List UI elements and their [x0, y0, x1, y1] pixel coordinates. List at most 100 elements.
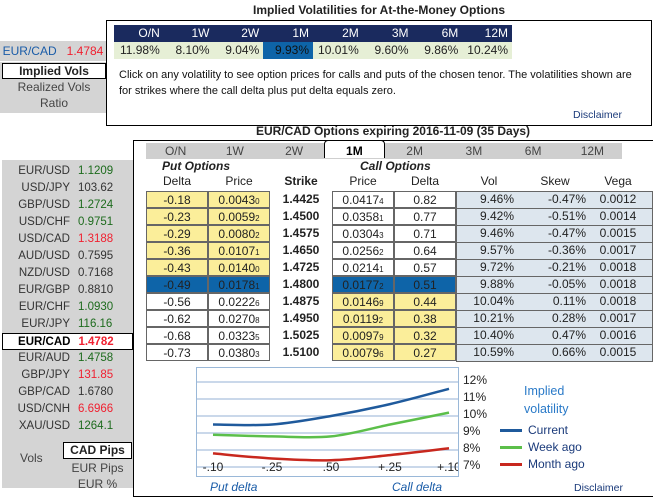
put-price-pip: 6: [255, 299, 260, 308]
put-price-cell[interactable]: 0.03803: [208, 344, 270, 361]
pair-row[interactable]: EUR/USD 1.1209: [2, 163, 133, 180]
put-price-cell[interactable]: 0.01400: [208, 259, 270, 276]
tab-2w[interactable]: 2W: [285, 144, 304, 158]
atm-vol-cell[interactable]: 10.24%: [467, 43, 508, 57]
call-price-cell[interactable]: 0.01772: [332, 276, 394, 293]
tab-2m[interactable]: 2M: [406, 144, 423, 158]
pair-row[interactable]: USD/JPY 103.62: [2, 180, 133, 197]
call-price-cell[interactable]: 0.00979: [332, 327, 394, 344]
call-price-pip: 9: [379, 299, 384, 308]
atm-vol-cell[interactable]: 9.86%: [424, 43, 459, 57]
y-tick-label: 8%: [463, 441, 481, 455]
tab-1w[interactable]: 1W: [225, 144, 244, 158]
call-delta-cell[interactable]: 0.57: [394, 259, 456, 276]
call-delta-cell[interactable]: 0.44: [394, 293, 456, 310]
menu-implied-vols[interactable]: Implied Vols: [2, 63, 106, 79]
call-price-cell[interactable]: 0.03043: [332, 225, 394, 242]
call-delta-cell[interactable]: 0.27: [394, 344, 456, 361]
pair-row[interactable]: GBP/USD 1.2724: [2, 197, 133, 214]
tab-12m[interactable]: 12M: [580, 144, 605, 158]
pair-row[interactable]: EUR/GBP 0.8810: [2, 282, 133, 299]
row-divider: [456, 259, 653, 276]
pair-row[interactable]: USD/CHF 0.9751: [2, 214, 133, 231]
call-delta-cell[interactable]: 0.64: [394, 242, 456, 259]
pair-row[interactable]: EUR/AUD 1.4758: [2, 350, 133, 367]
call-price-cell[interactable]: 0.04174: [332, 191, 394, 208]
atm-vol-cell[interactable]: 11.98%: [119, 43, 160, 57]
vols-unit-eur-pips[interactable]: EUR Pips: [71, 461, 124, 475]
row-divider: [456, 225, 653, 242]
call-price-cell[interactable]: 0.01469: [332, 293, 394, 310]
pair-row[interactable]: USD/CAD 1.3188: [2, 231, 133, 248]
atm-vol-cell-selected[interactable]: 9.93%: [263, 42, 313, 59]
call-delta-cell[interactable]: 0.32: [394, 327, 456, 344]
pair-row[interactable]: XAU/USD 1264.1: [2, 418, 133, 435]
put-price-cell[interactable]: 0.03235: [208, 327, 270, 344]
legend-swatch: [500, 428, 522, 432]
atm-vol-cell[interactable]: 9.04%: [225, 43, 260, 57]
pair-row-selected[interactable]: EUR/CAD 1.4782: [2, 333, 133, 350]
call-price-cell[interactable]: 0.03581: [332, 208, 394, 225]
tab-1m[interactable]: 1M: [323, 140, 385, 158]
put-delta-cell[interactable]: -0.23: [146, 208, 208, 225]
put-delta-cell[interactable]: -0.29: [146, 225, 208, 242]
vols-unit-eur-pct[interactable]: EUR %: [77, 477, 118, 491]
pair-row[interactable]: GBP/JPY 131.85: [2, 367, 133, 384]
legend-label: Week ago: [528, 440, 582, 454]
put-delta-cell[interactable]: -0.49: [146, 276, 208, 293]
put-delta-cell[interactable]: -0.68: [146, 327, 208, 344]
skew-cell: -0.47%: [547, 226, 586, 240]
pair-rate: 1.4782: [78, 336, 114, 348]
tenor-header: O/N: [138, 26, 160, 40]
pair-rate: 0.9751: [78, 216, 114, 228]
put-price-cell[interactable]: 0.02226: [208, 293, 270, 310]
put-delta-cell[interactable]: -0.62: [146, 310, 208, 327]
call-delta-cell[interactable]: 0.38: [394, 310, 456, 327]
strike-cell: 1.5025: [282, 328, 320, 342]
pair-row[interactable]: NZD/USD 0.7168: [2, 265, 133, 282]
atm-vol-cell[interactable]: 8.10%: [175, 43, 210, 57]
put-delta-cell[interactable]: -0.36: [146, 242, 208, 259]
pair-row[interactable]: EUR/CHF 1.0930: [2, 299, 133, 316]
vol-cell: 9.72%: [479, 260, 514, 274]
put-price-cell[interactable]: 0.01781: [208, 276, 270, 293]
atm-vol-cell[interactable]: 9.60%: [374, 43, 409, 57]
call-price-cell[interactable]: 0.02141: [332, 259, 394, 276]
put-delta-cell[interactable]: -0.73: [146, 344, 208, 361]
x-tick-label: +.25: [378, 460, 402, 474]
tab-3m[interactable]: 3M: [465, 144, 483, 158]
skew-cell: -0.51%: [547, 209, 586, 223]
call-price-cell[interactable]: 0.02562: [332, 242, 394, 259]
put-delta-cell[interactable]: -0.56: [146, 293, 208, 310]
call-delta-cell[interactable]: 0.51: [394, 276, 456, 293]
put-price-cell[interactable]: 0.01071: [208, 242, 270, 259]
tab-6m[interactable]: 6M: [524, 144, 542, 158]
legend-item: Week ago: [500, 440, 582, 454]
menu-ratio[interactable]: Ratio: [39, 96, 68, 110]
disclaimer-link[interactable]: Disclaimer: [574, 482, 624, 494]
put-price-cell[interactable]: 0.00802: [208, 225, 270, 242]
vols-unit-cad-pips[interactable]: CAD Pips: [63, 442, 132, 459]
call-price-cell[interactable]: 0.01192: [332, 310, 394, 327]
vega-cell: 0.0015: [599, 226, 637, 240]
call-price-cell[interactable]: 0.00796: [332, 344, 394, 361]
put-delta-cell[interactable]: -0.43: [146, 259, 208, 276]
pair-row[interactable]: AUD/USD 0.7595: [2, 248, 133, 265]
pair-row[interactable]: GBP/CAD 1.6780: [2, 384, 133, 401]
put-price: 0.0059: [218, 210, 256, 224]
tenor-header: 2M: [342, 26, 359, 40]
call-delta-cell[interactable]: 0.71: [394, 225, 456, 242]
put-price-cell[interactable]: 0.00592: [208, 208, 270, 225]
pair-row[interactable]: EUR/JPY 116.16: [2, 316, 133, 333]
put-price-cell[interactable]: 0.02708: [208, 310, 270, 327]
disclaimer-link[interactable]: Disclaimer: [573, 109, 623, 121]
put-delta-cell[interactable]: -0.18: [146, 191, 208, 208]
pair-row[interactable]: USD/CNH 6.6966: [2, 401, 133, 418]
call-delta-cell[interactable]: 0.77: [394, 208, 456, 225]
atm-vol-cell[interactable]: 10.01%: [318, 43, 359, 57]
put-price-cell[interactable]: 0.00430: [208, 191, 270, 208]
tab-on[interactable]: O/N: [164, 144, 187, 158]
call-price: 0.0214: [342, 261, 380, 275]
call-delta-cell[interactable]: 0.82: [394, 191, 456, 208]
menu-realized-vols[interactable]: Realized Vols: [17, 80, 91, 94]
